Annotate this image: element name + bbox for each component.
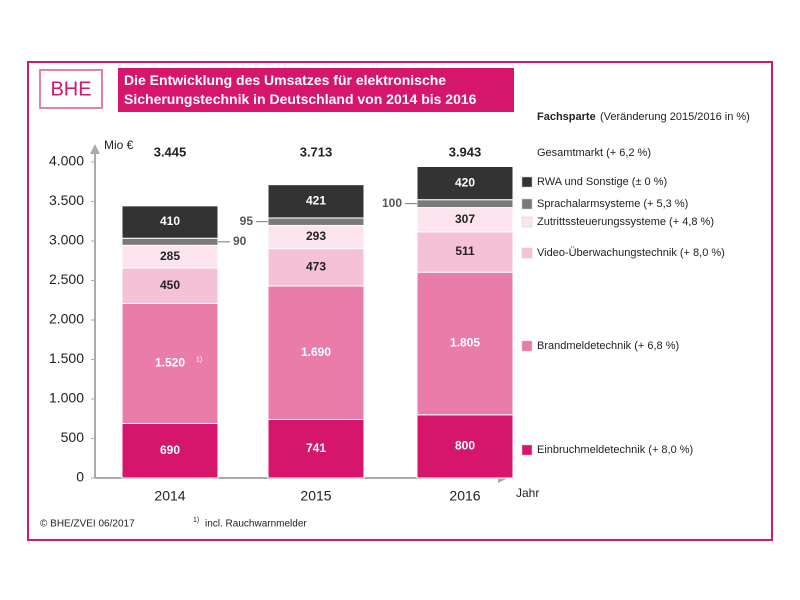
value-label: 800 (455, 439, 475, 453)
x-tick-label: 2015 (300, 488, 331, 504)
value-label: 690 (160, 443, 180, 457)
frame (27, 61, 773, 541)
bar-segment (416, 166, 514, 201)
bar-segment (267, 418, 365, 479)
bar-segment (121, 205, 219, 239)
value-label: 95 (240, 214, 254, 228)
bar-segment (416, 414, 514, 479)
legend-label: Video-Überwachungstechnik (+ 8,0 %) (537, 247, 725, 259)
legend-label: Brandmeldetechnik (+ 6,8 %) (537, 340, 679, 352)
logo-box (39, 69, 103, 109)
legend-label: Zutrittssteuerungssysteme (+ 4,8 %) (537, 216, 714, 228)
value-label: 450 (160, 278, 180, 292)
legend-swatch (521, 176, 533, 188)
footnote: incl. Rauchwarnmelder (205, 519, 307, 530)
bar-segment (416, 271, 514, 416)
value-label: 100 (382, 196, 402, 210)
value-label: 410 (160, 214, 180, 228)
bar-segment (121, 237, 219, 246)
total-label: 3.713 (300, 144, 333, 159)
x-tick-label: 2016 (449, 488, 480, 504)
legend-label: Einbruchmeldetechnik (+ 8,0 %) (537, 444, 693, 456)
footnote-marker: 1) (193, 517, 199, 524)
y-tick-label: 3.000 (49, 232, 84, 248)
bar-segment (267, 285, 365, 420)
total-label: 3.445 (154, 144, 187, 159)
value-label: 90 (233, 234, 247, 248)
value-label: 307 (455, 212, 475, 226)
legend-swatch (521, 198, 533, 210)
legend-swatch (521, 216, 533, 228)
y-tick-label: 500 (61, 429, 85, 445)
value-label: 741 (306, 441, 326, 455)
value-label: 511 (455, 244, 475, 258)
y-tick-label: 3.500 (49, 192, 84, 208)
y-tick-label: 4.000 (49, 153, 84, 169)
bar-segment (267, 217, 365, 226)
legend-label: RWA und Sonstige (± 0 %) (537, 176, 667, 188)
value-label: 421 (306, 193, 326, 207)
x-axis-label: Jahr (516, 486, 539, 500)
bar-segment (121, 302, 219, 424)
bar-segment (267, 248, 365, 287)
value-label: 420 (455, 175, 475, 189)
bar-segment (416, 199, 514, 209)
value-label: 1.805 (450, 336, 480, 350)
total-label: 3.943 (449, 144, 482, 159)
y-tick-label: 1.000 (49, 390, 84, 406)
value-label: 1.690 (301, 345, 331, 359)
bar-segment (416, 231, 514, 273)
y-arrow (90, 144, 100, 154)
bar-segment (267, 184, 365, 219)
legend-label: Sprachalarmsysteme (+ 5,3 %) (537, 198, 688, 210)
value-label: 285 (160, 249, 180, 263)
y-tick-label: 0 (76, 469, 84, 485)
legend-title: Fachsparte (537, 111, 596, 123)
y-tick-label: 1.500 (49, 350, 84, 366)
y-axis-label: Mio € (104, 138, 134, 152)
bar-segment (121, 267, 219, 304)
chart-title: Die Entwicklung des Umsatzes für elektro… (118, 68, 514, 112)
x-tick-label: 2014 (154, 488, 185, 504)
y-tick-label: 2.000 (49, 311, 84, 327)
y-tick-label: 2.500 (49, 271, 84, 287)
legend-subtitle: (Veränderung 2015/2016 in %) (600, 111, 750, 123)
value-label: 1.520 (155, 356, 185, 370)
logo: BHE (50, 78, 91, 100)
legend-label: Gesamtmarkt (+ 6,2 %) (537, 147, 651, 159)
bar-segment (416, 207, 514, 233)
value-label: 293 (306, 229, 326, 243)
bar-segment (121, 422, 219, 479)
legend-swatch (521, 247, 533, 259)
footnote-marker: 1) (196, 356, 202, 363)
legend-swatch (521, 340, 533, 352)
copyright: © BHE/ZVEI 06/2017 (40, 519, 135, 530)
legend-swatch (521, 444, 533, 456)
value-label: 473 (306, 259, 326, 273)
